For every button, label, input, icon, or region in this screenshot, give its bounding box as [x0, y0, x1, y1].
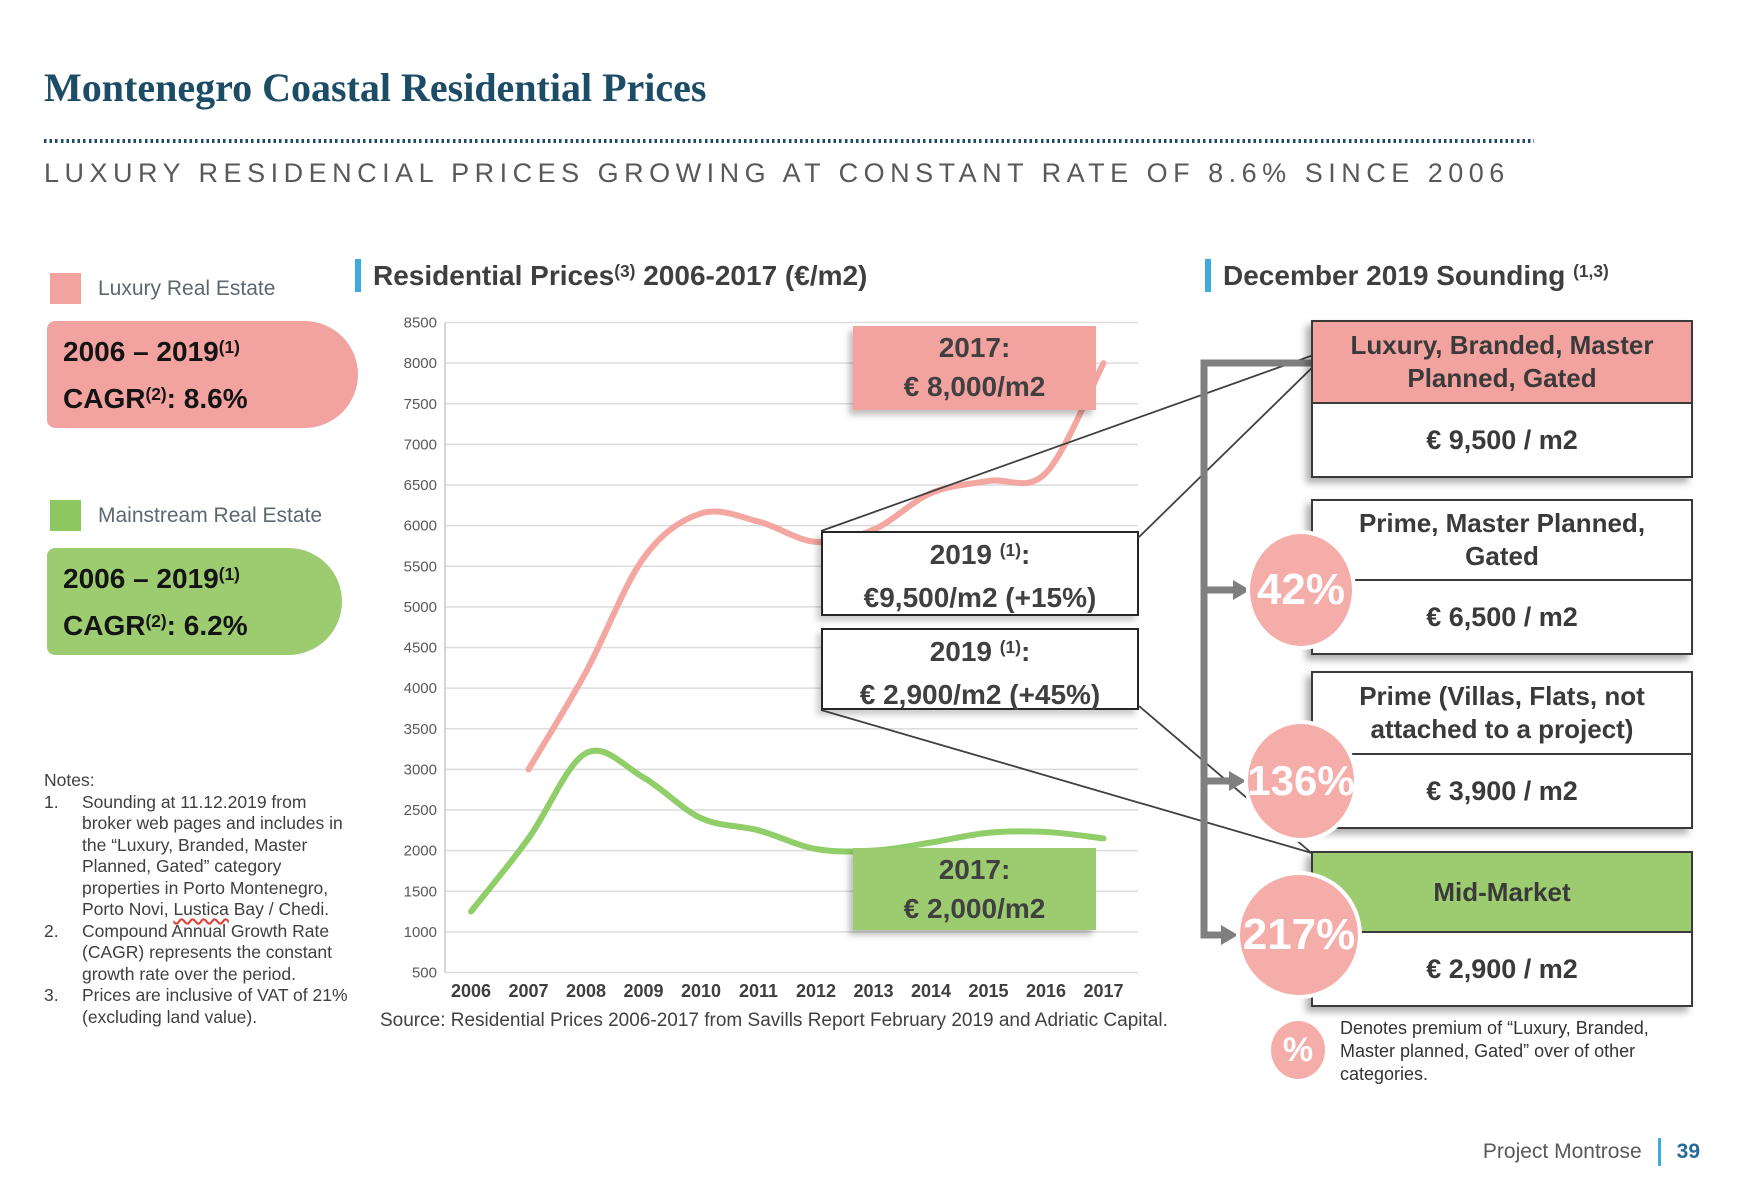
- y-tick-label: 6500: [404, 477, 437, 494]
- percent-legend-text: Denotes premium of “Luxury, Branded, Mas…: [1340, 1018, 1649, 1084]
- y-tick-label: 500: [412, 965, 437, 982]
- category-price-luxury: € 9,500 / m2: [1426, 424, 1578, 455]
- y-tick-label: 8500: [404, 315, 437, 332]
- x-tick-label: 2016: [1026, 981, 1066, 1001]
- category-box-midmarket: Mid-Market € 2,900 / m2: [1311, 851, 1693, 1007]
- x-tick-label: 2011: [739, 981, 778, 1001]
- category-price-prime-mp: € 6,500 / m2: [1426, 601, 1578, 632]
- misspelled-word: Lustica: [173, 899, 229, 919]
- x-tick-label: 2017: [1083, 981, 1123, 1001]
- luxury-cagr-period: 2006 – 2019(1): [63, 336, 240, 367]
- luxury-swatch-icon: [50, 273, 81, 304]
- y-tick-label: 4000: [404, 680, 437, 697]
- footer-page-number: 39: [1676, 1140, 1700, 1163]
- mainstream-cagr-pill: 2006 – 2019(1) CAGR(2): 6.2%: [47, 548, 342, 655]
- y-tick-label: 2000: [404, 843, 437, 860]
- sounding-header-accent-bar: [1205, 259, 1211, 292]
- x-tick-label: 2008: [566, 981, 606, 1001]
- x-tick-label: 2013: [853, 981, 893, 1001]
- x-tick-label: 2012: [796, 981, 836, 1001]
- y-tick-label: 1000: [404, 924, 437, 941]
- category-title-prime-villas: Prime (Villas, Flats, not attached to a …: [1313, 673, 1691, 755]
- callout-luxury-2017: 2017: € 8,000/m2: [853, 326, 1096, 410]
- category-title-prime-mp: Prime, Master Planned, Gated: [1313, 501, 1691, 581]
- premium-badge-217: 217%: [1236, 871, 1362, 999]
- y-tick-label: 2500: [404, 802, 437, 819]
- y-tick-label: 7000: [404, 436, 437, 453]
- category-price-midmarket: € 2,900 / m2: [1426, 953, 1578, 984]
- footer-divider-bar: [1657, 1138, 1661, 1166]
- footer: Project Montrose 39: [1483, 1138, 1700, 1166]
- mainstream-cagr-value: CAGR(2): 6.2%: [63, 610, 248, 641]
- premium-badge-42: 42%: [1246, 530, 1356, 650]
- y-tick-label: 5000: [404, 599, 437, 616]
- footer-project-name: Project Montrose: [1482, 1140, 1642, 1163]
- category-title-luxury: Luxury, Branded, Master Planned, Gated: [1313, 322, 1691, 404]
- chart-section-header: Residential Prices(3) 2006-2017 (€/m2): [355, 259, 867, 296]
- mainstream-swatch-icon: [50, 500, 81, 531]
- x-tick-label: 2009: [623, 981, 663, 1001]
- category-box-prime-mp: Prime, Master Planned, Gated € 6,500 / m…: [1311, 499, 1693, 655]
- legend-label-luxury: Luxury Real Estate: [98, 276, 276, 300]
- legend-item-luxury: Luxury Real Estate: [50, 273, 275, 304]
- sounding-section-header: December 2019 Sounding (1,3): [1205, 259, 1609, 296]
- x-tick-label: 2006: [451, 981, 491, 1001]
- percent-legend-icon: %: [1267, 1017, 1329, 1083]
- callout-mainstream-2019: 2019 (1): € 2,900/m2 (+45%): [821, 628, 1139, 710]
- x-tick-label: 2010: [681, 981, 721, 1001]
- page-subtitle: LUXURY RESIDENCIAL PRICES GROWING AT CON…: [44, 158, 1510, 188]
- y-tick-label: 4500: [404, 640, 437, 657]
- wedge-line-luxury-b: [1138, 357, 1323, 538]
- premium-badge-136: 136%: [1244, 720, 1358, 842]
- y-tick-label: 3000: [404, 761, 437, 778]
- notes-heading: Notes:: [44, 770, 95, 790]
- x-tick-label: 2007: [508, 981, 548, 1001]
- callout-mainstream-2017: 2017: € 2,000/m2: [853, 848, 1096, 930]
- category-box-luxury: Luxury, Branded, Master Planned, Gated €…: [1311, 320, 1693, 478]
- sounding-header-title: December 2019 Sounding (1,3): [1223, 260, 1609, 291]
- category-title-midmarket: Mid-Market: [1313, 853, 1691, 933]
- title-dotted-rule: [44, 139, 1534, 143]
- y-tick-label: 8000: [404, 355, 437, 372]
- note-item-1: 1. Sounding at 11.12.2019 from broker we…: [44, 791, 343, 920]
- note-item-2: 2. Compound Annual Growth Rate (CAGR) re…: [44, 920, 332, 984]
- x-tick-label: 2015: [968, 981, 1008, 1001]
- chart-header-accent-bar: [355, 259, 361, 292]
- note-item-3: 3. Prices are inclusive of VAT of 21% (e…: [44, 985, 348, 1027]
- page-title: Montenegro Coastal Residential Prices: [44, 65, 707, 110]
- category-price-prime-villas: € 3,900 / m2: [1426, 775, 1578, 806]
- luxury-cagr-value: CAGR(2): 8.6%: [63, 383, 248, 414]
- luxury-cagr-pill: 2006 – 2019(1) CAGR(2): 8.6%: [47, 321, 358, 428]
- legend-item-mainstream: Mainstream Real Estate: [50, 500, 322, 531]
- y-tick-label: 5500: [404, 558, 437, 575]
- chart-header-title: Residential Prices(3) 2006-2017 (€/m2): [373, 260, 868, 291]
- chart-source: Source: Residential Prices 2006-2017 fro…: [380, 1010, 1168, 1031]
- y-tick-label: 3500: [404, 721, 437, 738]
- x-tick-label: 2014: [911, 981, 951, 1001]
- y-tick-label: 1500: [404, 883, 437, 900]
- y-tick-label: 6000: [404, 518, 437, 535]
- mainstream-cagr-period: 2006 – 2019(1): [63, 563, 240, 594]
- notes-block: Notes: 1. Sounding at 11.12.2019 from br…: [44, 770, 358, 1028]
- category-box-prime-villas: Prime (Villas, Flats, not attached to a …: [1311, 671, 1693, 829]
- callout-luxury-2019: 2019 (1): €9,500/m2 (+15%): [821, 531, 1139, 616]
- y-tick-label: 7500: [404, 396, 437, 413]
- legend-label-mainstream: Mainstream Real Estate: [98, 503, 323, 527]
